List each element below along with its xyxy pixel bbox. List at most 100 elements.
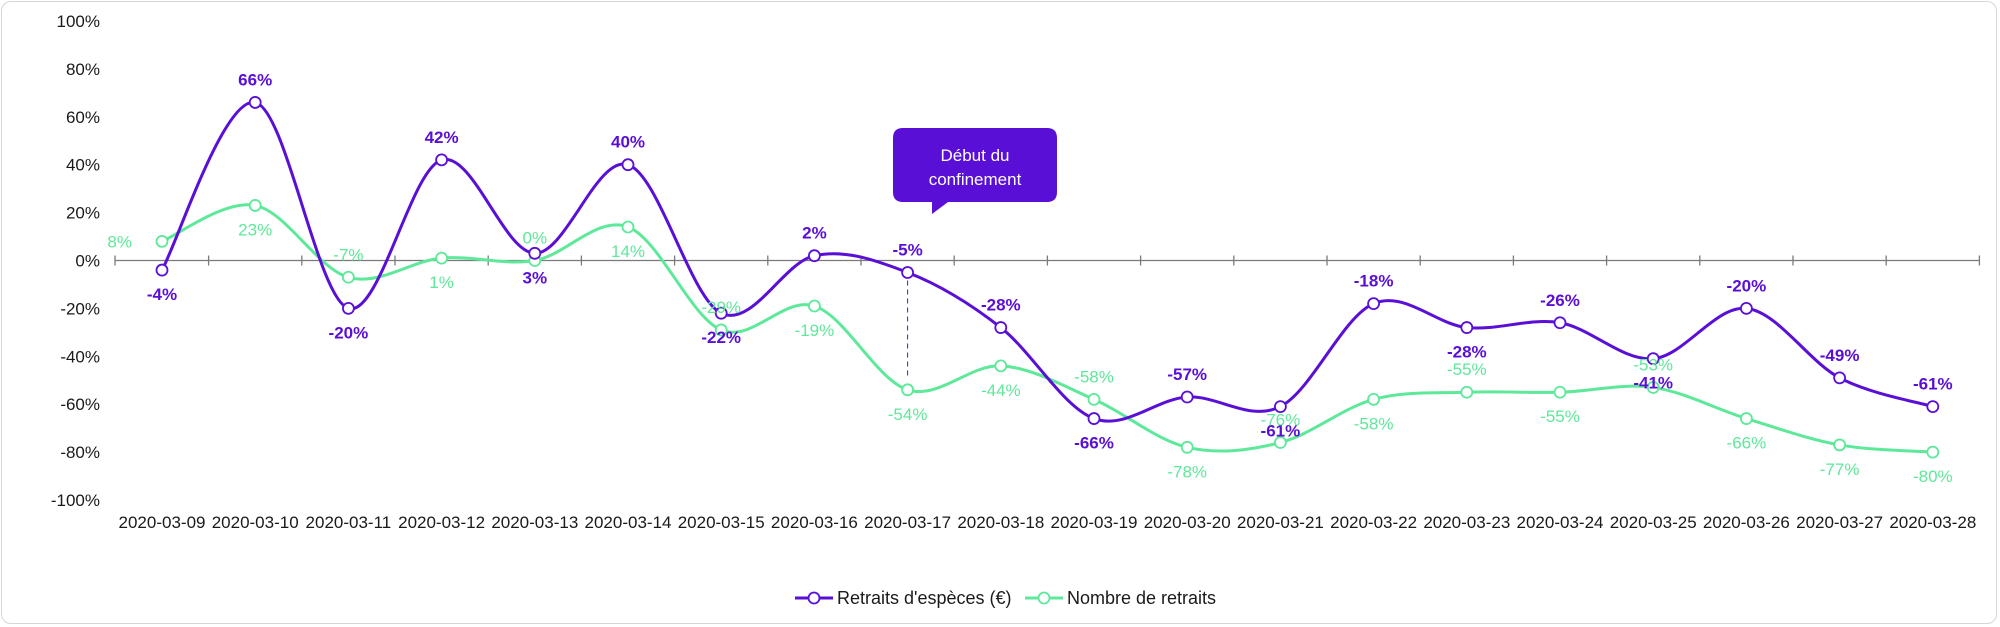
data-label-nombre: 23% [238,220,272,239]
data-point [1553,316,1567,330]
data-label-retraits: -4% [147,285,177,304]
x-tick-label: 2020-03-16 [771,513,858,532]
x-tick-label: 2020-03-26 [1703,513,1790,532]
y-tick-label: -100% [51,491,100,510]
legend: Retraits d'espèces (€) Nombre de retraits [795,588,1216,608]
x-tick-label: 2020-03-21 [1237,513,1324,532]
data-point [994,359,1008,373]
data-point [808,249,821,263]
legend-swatch-marker [807,591,821,605]
data-label-nombre: -55% [1447,360,1487,379]
series-line [160,100,1934,423]
data-label-nombre: -44% [981,381,1021,400]
data-point [248,96,262,109]
data-point [1740,301,1753,315]
data-point [1926,400,1940,413]
data-point [1740,412,1753,425]
data-label-retraits: -41% [1633,374,1673,393]
x-axis: 2020-03-09 2020-03-10 2020-03-11 2020-03-12… [114,255,1981,532]
data-label-nombre: -76% [1261,411,1301,430]
data-label-nombre: -77% [1820,460,1860,479]
data-point [714,323,728,337]
data-label-retraits: -20% [1727,276,1767,295]
annotation-callout [893,128,1057,214]
data-label-nombre: -55% [1540,407,1580,426]
data-label-retraits: 42% [425,128,459,147]
data-point [1833,371,1846,385]
y-tick-label: -60% [60,395,100,414]
data-label-nombre: -29% [701,298,741,317]
data-label-nombre: -78% [1167,462,1207,481]
x-tick-label: 2020-03-13 [491,513,578,532]
data-point [1646,381,1660,394]
data-point [901,383,914,397]
x-tick-label: 2020-03-09 [119,513,206,532]
y-tick-label: -80% [60,443,100,462]
data-label-retraits: 40% [611,133,645,152]
data-label-retraits: -28% [981,296,1021,315]
data-label-nombre: -58% [1074,367,1114,386]
data-point [714,306,728,320]
x-tick-label: 2020-03-18 [957,513,1044,532]
data-label-retraits: -5% [892,240,922,259]
data-point [248,199,262,212]
data-label-retraits: -18% [1354,272,1394,291]
data-label-retraits: -28% [1447,343,1487,362]
legend-item: Nombre de retraits [1025,588,1216,608]
data-point [1274,400,1287,413]
data-point [1367,297,1380,311]
legend-item: Retraits d'espèces (€) [795,588,1012,608]
data-point [621,220,635,234]
data-point [1087,412,1101,425]
data-label-nombre: -19% [795,321,835,340]
x-tick-label: 2020-03-10 [212,513,299,532]
data-point [901,266,914,279]
data-label-nombre: -80% [1913,467,1953,486]
data-point [155,263,169,277]
x-tick-label: 2020-03-23 [1423,513,1510,532]
data-point [621,158,635,172]
data-label-nombre: -66% [1727,434,1767,453]
data-point [1833,438,1846,452]
x-tick-label: 2020-03-15 [678,513,765,532]
data-point [435,153,449,167]
legend-swatch-marker [1037,591,1051,605]
y-tick-label: 40% [66,156,100,175]
x-tick-label: 2020-03-27 [1796,513,1883,532]
series-nombre-retraits [155,199,1940,459]
data-label-nombre: -58% [1354,414,1394,433]
data-point [155,234,169,248]
x-tick-label: 2020-03-12 [398,513,485,532]
series-line [161,203,1933,454]
data-point [1180,440,1194,454]
data-point [1180,390,1194,404]
y-tick-label: -40% [60,347,100,366]
x-tick-label: 2020-03-28 [1889,513,1976,532]
data-label-retraits: -57% [1167,365,1207,384]
data-label-retraits: -20% [329,323,369,342]
data-point [1926,445,1940,459]
data-point [1087,393,1101,406]
data-label-nombre: 1% [429,273,454,292]
y-tick-label: 60% [66,108,100,127]
data-point [1274,436,1287,449]
data-point [435,251,449,265]
data-point [1460,385,1474,399]
data-label-retraits: 2% [802,224,827,243]
x-tick-label: 2020-03-17 [864,513,951,532]
data-point [528,246,542,260]
x-tick-label: 2020-03-11 [306,513,392,532]
y-tick-label: 100% [57,12,100,31]
data-label-nombre: -7% [333,245,363,264]
x-tick-label: 2020-03-14 [585,513,672,532]
legend-label: Nombre de retraits [1067,588,1216,608]
data-point [1367,393,1380,406]
x-tick-label: 2020-03-20 [1144,513,1231,532]
data-label-retraits: 3% [523,268,548,287]
data-label-retraits: -61% [1913,375,1953,394]
data-label-retraits: 66% [238,70,272,89]
data-label-retraits: -49% [1820,346,1860,365]
annotation-text-line1: Début du [941,146,1010,165]
data-point [341,301,355,315]
